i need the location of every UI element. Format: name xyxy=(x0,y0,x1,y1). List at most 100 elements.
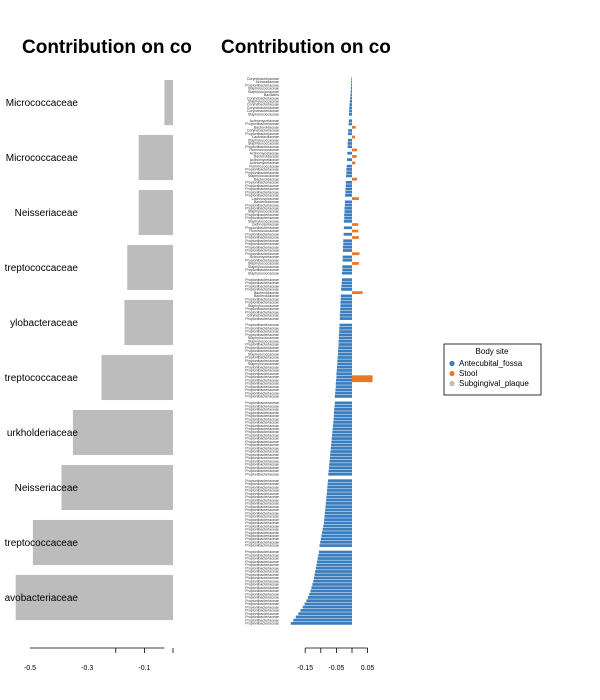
right-category-label: Propionibacteriaceae xyxy=(245,145,279,149)
right-bar xyxy=(352,197,359,200)
right-bar xyxy=(343,239,352,243)
right-bar xyxy=(340,297,352,301)
right-category-label: Staphylococcaceae xyxy=(248,352,279,356)
right-category-label: Propionibacteriaceae xyxy=(245,323,279,327)
right-bar xyxy=(346,164,352,168)
right-category-label: Ruminococcaceae xyxy=(249,229,279,233)
right-bar xyxy=(336,378,352,382)
right-bar xyxy=(341,284,352,288)
right-category-label: Propionibacteriaceae xyxy=(245,433,279,437)
right-bar xyxy=(334,395,352,398)
right-bar xyxy=(351,83,352,87)
right-category-label: Propionibacteriaceae xyxy=(245,268,279,272)
right-bar xyxy=(341,288,352,291)
right-category-label: Propionibacteriaceae xyxy=(245,612,279,616)
right-bar xyxy=(348,119,352,123)
right-category-label: Propionibacteriaceae xyxy=(245,599,279,603)
right-bar xyxy=(320,537,352,541)
right-bar xyxy=(328,469,352,473)
right-bar xyxy=(342,271,352,275)
right-category-label: Propionibacteriaceae xyxy=(245,596,279,600)
right-category-label: Propionibacteriaceae xyxy=(245,609,279,613)
right-bar xyxy=(352,223,359,226)
right-category-label: Propionibacteriaceae xyxy=(245,236,279,240)
right-bar xyxy=(337,349,352,353)
right-bar xyxy=(313,576,352,580)
right-bar xyxy=(352,161,356,165)
right-bar xyxy=(335,388,352,392)
left-bar xyxy=(124,299,173,346)
right-bar-stool-highlight xyxy=(352,375,373,383)
right-bar xyxy=(340,304,352,307)
legend-label: Stool xyxy=(459,369,477,378)
right-category-label: Propionibacteriaceae xyxy=(245,83,279,87)
right-category-label: Propionibacteriaceae xyxy=(245,540,279,544)
right-bar xyxy=(326,495,352,499)
right-bar xyxy=(350,93,352,97)
right-category-label: Actinomycetaceae xyxy=(250,255,279,259)
right-bar xyxy=(335,385,352,389)
right-category-label: Bacteroidaceae xyxy=(254,125,279,129)
right-bar xyxy=(330,450,352,453)
right-bar xyxy=(344,213,352,217)
legend-label: Subgingival_plaque xyxy=(459,379,529,388)
left-panel-title: Contribution on co xyxy=(22,37,192,58)
right-category-label: Propionibacteriaceae xyxy=(245,190,279,194)
right-category-label: Propionibacteriaceae xyxy=(245,570,279,574)
right-category-label: Propionibacteriaceae xyxy=(245,524,279,528)
right-bar xyxy=(346,168,352,171)
right-bar xyxy=(333,411,352,414)
right-category-label: Propionibacteriaceae xyxy=(245,446,279,450)
right-bar xyxy=(352,229,359,233)
right-bar xyxy=(347,151,352,155)
left-bar xyxy=(61,464,173,511)
right-category-label: Propionibacteriaceae xyxy=(245,511,279,515)
right-bar xyxy=(313,579,352,583)
right-bar xyxy=(337,362,352,366)
right-category-label: Lachnospiraceae xyxy=(252,223,279,227)
right-category-label: Propionibacteriaceae xyxy=(245,560,279,564)
right-bar xyxy=(351,80,352,84)
right-bar xyxy=(315,570,352,573)
right-category-label: Propionibacteriaceae xyxy=(245,592,279,596)
right-bar xyxy=(330,446,352,450)
right-panel: Contribution on coCorynebacteriaceaeMora… xyxy=(221,37,391,672)
right-bar xyxy=(344,206,352,210)
right-category-label: Propionibacteriaceae xyxy=(245,245,279,249)
right-bar xyxy=(298,612,352,616)
right-bar xyxy=(342,258,352,262)
legend-title: Body site xyxy=(476,347,509,356)
right-category-label: Corynebacteriaceae xyxy=(247,129,279,133)
right-category-label: Propionibacteriaceae xyxy=(245,187,279,191)
right-category-label: Propionibacteriaceae xyxy=(245,583,279,587)
right-bar xyxy=(293,618,352,622)
right-bar xyxy=(338,333,352,337)
right-bar xyxy=(337,352,352,356)
right-category-label: Propionibacteriaceae xyxy=(245,317,279,321)
right-bar xyxy=(309,592,352,596)
right-bar xyxy=(333,417,352,421)
right-category-label: Corynebacteriaceae xyxy=(247,77,279,81)
right-category-label: Bacteroidaceae xyxy=(254,200,279,204)
right-bar xyxy=(312,583,352,586)
right-category-label: Propionibacteriaceae xyxy=(245,181,279,185)
right-bar xyxy=(344,203,352,207)
right-category-label: Propionibacteriaceae xyxy=(245,242,279,246)
right-category-label: Propionibacteriaceae xyxy=(245,297,279,301)
right-bar xyxy=(306,599,352,603)
right-category-label: Propionibacteriaceae xyxy=(245,485,279,489)
right-x-tick-label: -0.05 xyxy=(328,665,344,672)
right-category-label: Staphylococcaceae xyxy=(248,112,279,116)
right-bar xyxy=(328,472,352,476)
right-bar xyxy=(337,356,352,359)
right-bar xyxy=(352,177,357,181)
right-bar xyxy=(316,563,352,567)
right-bar xyxy=(290,622,352,625)
right-bar xyxy=(347,145,352,149)
right-category-label: Propionibacteriaceae xyxy=(245,553,279,557)
right-category-label: Staphylococcaceae xyxy=(248,271,279,275)
right-category-label: Propionibacteriaceae xyxy=(245,359,279,363)
right-category-label: Corynebacteriaceae xyxy=(247,96,279,100)
right-bar xyxy=(339,330,352,333)
right-category-label: Propionibacteriaceae xyxy=(245,440,279,444)
